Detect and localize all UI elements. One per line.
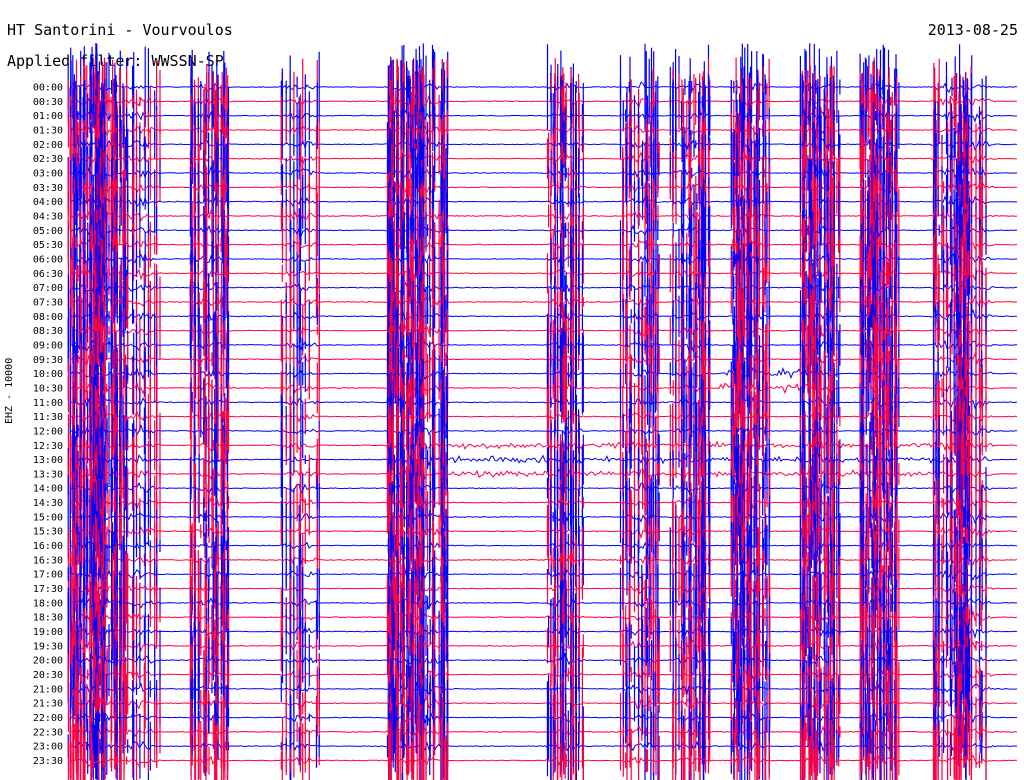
y-tick-label: 18:30 [33,613,63,624]
y-tick-label: 15:00 [33,512,63,523]
trace-line [70,753,1017,767]
trace-line [70,453,1018,467]
y-tick-label: 20:00 [33,656,63,667]
y-tick-label: 02:30 [33,154,63,165]
y-tick-label: 17:00 [33,570,63,581]
y-tick-label: 09:00 [33,340,63,351]
y-tick-label: 16:30 [33,555,63,566]
trace-layer [67,43,1018,780]
trace-spikes [67,716,987,780]
trace-line [70,725,1018,738]
trace-line [70,294,1018,309]
y-tick-label: 21:00 [33,684,63,695]
trace-line [70,208,1018,223]
filter-label: Applied filter: WWSSN-SP [7,52,224,70]
y-tick-label: 15:30 [33,527,63,538]
y-tick-label: 17:30 [33,584,63,595]
trace-line [70,682,1018,696]
y-tick-label: 12:00 [33,426,63,437]
y-tick-label: 01:00 [33,111,63,122]
tick-label-layer: 00:00 00:30 01:00 01:30 02:00 02:30 03:00 03:30… [33,83,63,768]
trace-line [71,481,1017,495]
y-tick-label: 20:30 [33,670,63,681]
y-tick-label: 08:00 [33,312,63,323]
trace-line [70,439,1018,452]
y-tick-label: 14:30 [33,498,63,509]
y-tick-label: 11:30 [33,412,63,423]
trace-line [70,123,1018,137]
trace-line [70,81,1018,94]
y-tick-label: 14:00 [33,484,63,495]
trace-line [70,511,1018,525]
y-tick-label: 10:00 [33,369,63,380]
plot-date: 2013-08-25 [927,21,1018,39]
y-tick-label: 00:00 [33,83,63,94]
y-tick-label: 06:30 [33,269,63,280]
y-tick-label: 19:30 [33,641,63,652]
trace-line [70,696,1018,710]
y-tick-label: 11:00 [33,398,63,409]
trace-line [70,224,1018,238]
y-tick-label: 07:30 [33,297,63,308]
y-tick-label: 13:30 [33,469,63,480]
y-tick-label: 22:00 [33,713,63,724]
y-tick-label: 04:00 [33,197,63,208]
trace-line [70,281,1018,293]
y-tick-label: 13:00 [33,455,63,466]
y-tick-label: 12:30 [33,441,63,452]
y-tick-label: 16:00 [33,541,63,552]
y-tick-label: 05:30 [33,240,63,251]
y-tick-label: 23:30 [33,756,63,767]
y-tick-label: 18:00 [33,598,63,609]
y-tick-label: 02:00 [33,140,63,151]
station-title: HT Santorini - Vourvoulos [7,21,233,39]
y-tick-label: 01:30 [33,126,63,137]
y-tick-label: 23:00 [33,742,63,753]
y-tick-label: 06:00 [33,255,63,266]
y-tick-label: 04:30 [33,212,63,223]
y-tick-label: 03:00 [33,169,63,180]
trace-line [70,467,1018,480]
trace-line [70,424,1018,437]
y-tick-label: 21:30 [33,699,63,710]
y-tick-label: 00:30 [33,97,63,108]
y-tick-label: 22:30 [33,727,63,738]
y-tick-label: 07:00 [33,283,63,294]
y-tick-label: 05:00 [33,226,63,237]
trace-line [70,267,1018,281]
y-tick-label: 08:30 [33,326,63,337]
y-tick-label: 03:30 [33,183,63,194]
y-tick-label: 19:00 [33,627,63,638]
y-tick-label: 10:30 [33,383,63,394]
y-tick-label: 09:30 [33,355,63,366]
